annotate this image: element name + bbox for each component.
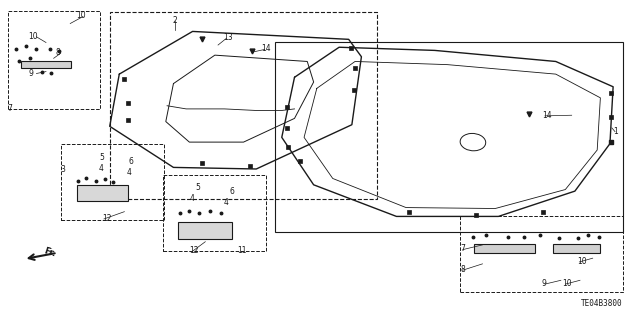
Bar	[109, 12, 378, 199]
Text: Fr.: Fr.	[43, 247, 58, 259]
Bar	[460, 216, 623, 292]
Text: 4: 4	[126, 168, 131, 177]
Text: 12: 12	[102, 213, 111, 222]
Text: 9: 9	[28, 69, 33, 78]
Text: 4: 4	[189, 194, 195, 203]
Text: TE04B3800: TE04B3800	[581, 299, 623, 308]
Text: 10: 10	[77, 11, 86, 20]
Bar	[77, 185, 127, 201]
Text: 14: 14	[261, 44, 271, 53]
Text: 4: 4	[223, 198, 228, 207]
Text: 8: 8	[460, 265, 465, 274]
Bar	[552, 244, 600, 253]
Text: 5: 5	[196, 183, 200, 192]
Text: 11: 11	[237, 246, 246, 255]
Text: 10: 10	[562, 279, 572, 288]
Bar	[474, 244, 535, 253]
Text: 10: 10	[28, 32, 38, 41]
Text: 7: 7	[8, 104, 13, 113]
Text: 14: 14	[541, 111, 552, 120]
Bar	[8, 11, 100, 109]
Text: 4: 4	[99, 165, 104, 174]
Text: 10: 10	[577, 257, 586, 266]
Bar	[163, 175, 266, 251]
Text: 8: 8	[56, 48, 60, 57]
Text: 7: 7	[460, 244, 465, 253]
Text: 3: 3	[61, 165, 65, 174]
Text: 12: 12	[189, 246, 199, 255]
Text: 5: 5	[99, 153, 104, 162]
Bar	[61, 144, 164, 219]
Text: 9: 9	[541, 279, 547, 288]
Text: 6: 6	[230, 187, 234, 196]
Text: 6: 6	[129, 157, 134, 166]
Text: 1: 1	[613, 127, 618, 136]
Text: 2: 2	[172, 16, 177, 25]
Bar	[178, 222, 232, 239]
Bar	[275, 42, 623, 232]
Text: 13: 13	[223, 33, 233, 42]
Bar	[20, 62, 72, 68]
